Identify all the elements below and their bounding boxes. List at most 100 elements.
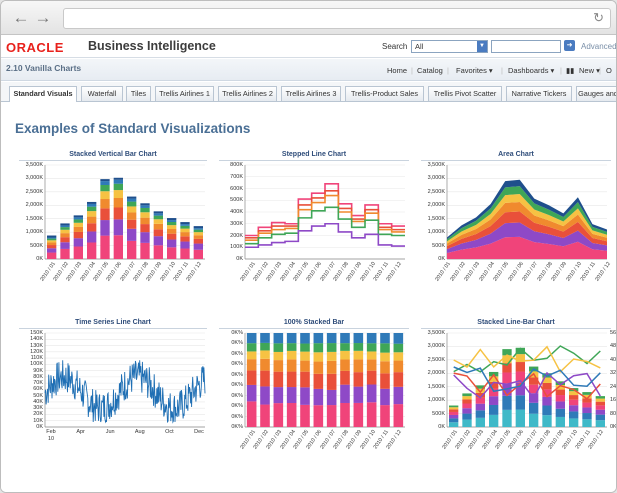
bar-segment (127, 240, 137, 259)
bar-segment (100, 199, 110, 209)
bar-segment (153, 223, 163, 230)
bar-segment (153, 236, 163, 246)
reload-icon[interactable]: ↻ (593, 10, 604, 25)
tab-trellis-airlines-1[interactable]: Trellis Airlines 1 (155, 86, 214, 101)
y-tick-label: 3,500K (25, 162, 43, 168)
bar-cap (60, 223, 70, 226)
nav-favorites[interactable]: Favorites ▾ (456, 66, 493, 75)
search-scope-value: All (415, 42, 424, 51)
address-bar[interactable]: ↻ (63, 8, 611, 29)
plot-area (44, 164, 205, 260)
tab-trellis-pivot-scatter[interactable]: Trellis Pivot Scatter (428, 86, 502, 101)
tab-trellis-airlines-3[interactable]: Trellis Airlines 3 (281, 86, 341, 101)
bar-segment (60, 248, 70, 259)
bar-segment (180, 236, 190, 242)
bar-segment (87, 211, 97, 217)
bar-segment (47, 240, 57, 243)
bar-segment (113, 219, 123, 236)
y-tick-label: 800K (230, 162, 243, 168)
bar-cap (47, 235, 57, 238)
tab-gauges[interactable]: Gauges and (576, 86, 616, 101)
section-title: Examples of Standard Visualizations (15, 121, 251, 136)
tab-waterfall[interactable]: Waterfall (81, 86, 123, 101)
bar-segment (380, 388, 390, 406)
y-tick-label: 500K (30, 242, 43, 249)
bar-segment (340, 333, 350, 344)
y-tick-label: 400K (230, 209, 243, 215)
nav-home[interactable]: Home (387, 66, 408, 75)
stacked-vertical-bar-chart: Stacked Vertical Bar Chart 3,500K 3,000K 2… (19, 151, 207, 301)
bar-segment (393, 352, 404, 361)
bar-segment (489, 414, 499, 427)
area-series (447, 201, 607, 247)
bar-segment (449, 422, 459, 427)
bar-segment (595, 414, 605, 421)
search-scope-select[interactable]: All ▼ (411, 40, 488, 53)
bar-segment (489, 404, 499, 415)
bar-segment (313, 352, 324, 362)
bar-segment (380, 405, 390, 427)
x-year-label: 10 (47, 436, 55, 442)
tab-standard-visuals[interactable]: Standard Visuals (9, 86, 77, 102)
bar-segment (542, 382, 552, 390)
y2-tick-label: 80K (610, 410, 617, 417)
bar-segment (87, 223, 97, 232)
plot-area (244, 164, 405, 260)
bar-segment (340, 370, 350, 385)
bar-segment (260, 404, 270, 427)
series-line (245, 222, 405, 249)
tab-trellis-product-sales[interactable]: Trellis-Product Sales (345, 86, 424, 101)
bar-segment (246, 384, 257, 402)
bar-segment (529, 377, 539, 385)
bar-segment (462, 393, 472, 397)
y-tick-label: 100K (30, 361, 43, 368)
bar-segment (260, 333, 270, 343)
bar-segment (60, 227, 70, 230)
plot-area (446, 332, 607, 428)
bar-segment (87, 231, 97, 243)
search-input[interactable] (491, 40, 561, 53)
bar-segment (326, 389, 337, 406)
bar-segment (555, 401, 565, 409)
nav-open[interactable]: O (606, 66, 612, 75)
bar-segment (300, 360, 310, 372)
bar-segment (569, 405, 579, 412)
bar-segment (326, 343, 337, 352)
nav-sep: | (411, 66, 413, 75)
bar-segment (180, 224, 190, 226)
nav-dashboards[interactable]: Dashboards ▾ (508, 66, 555, 75)
bar-segment (380, 343, 390, 353)
bar-segment (260, 386, 270, 405)
bar-segment (582, 398, 592, 403)
bar-segment (127, 201, 137, 207)
bar-cap (180, 222, 190, 225)
bar-segment (380, 333, 390, 344)
bar-segment (140, 207, 150, 213)
back-arrow-icon[interactable]: ← (12, 8, 30, 27)
bar-segment (113, 235, 123, 259)
nav-catalog[interactable]: Catalog (417, 66, 443, 75)
search-go-icon[interactable]: ➜ (564, 40, 575, 51)
bar-segment (113, 207, 123, 220)
bar-segment (100, 185, 110, 192)
tab-narrative-tickers[interactable]: Narrative Tickers (506, 86, 572, 101)
bar-segment (502, 409, 512, 427)
bar-segment (353, 359, 364, 373)
bar-segment (300, 343, 310, 352)
forward-arrow-icon[interactable]: → (34, 8, 52, 27)
tab-trellis-airlines-2[interactable]: Trellis Airlines 2 (218, 86, 277, 101)
bar-segment (502, 395, 512, 410)
advanced-search-link[interactable]: Advanced (581, 42, 617, 51)
y-tick-label: 3,500K (427, 330, 445, 336)
bar-segment (286, 371, 297, 388)
y-tick-label: 70K (33, 380, 43, 387)
bar-segment (140, 224, 150, 233)
stepped-line-chart: Stepped Line Chart 800K 700K 600K 500K 400K 3… (219, 151, 409, 301)
bar-segment (595, 409, 605, 415)
nav-new[interactable]: New ▾ (579, 66, 600, 75)
bar-segment (113, 183, 123, 191)
bar-segment (113, 190, 123, 198)
tab-tiles[interactable]: Tiles (126, 86, 151, 101)
bar-segment (193, 228, 203, 230)
bar-segment (273, 403, 284, 427)
